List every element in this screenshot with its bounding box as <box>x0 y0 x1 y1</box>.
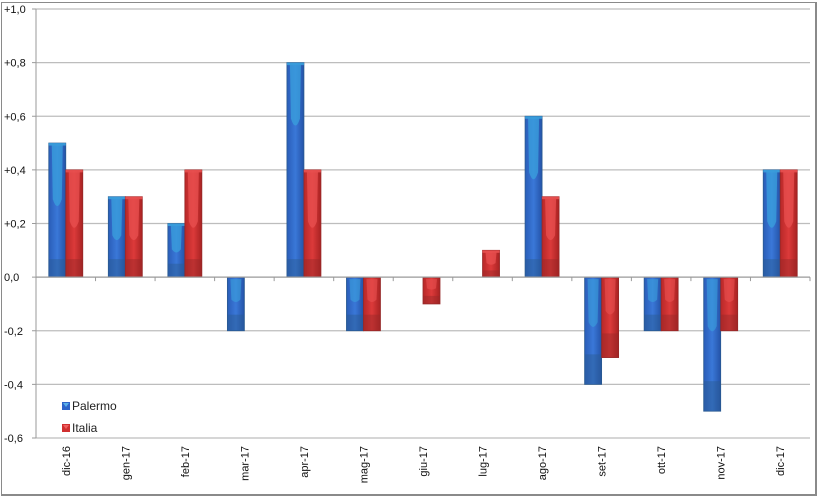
bars <box>48 62 798 412</box>
x-tick-label: set-17 <box>597 446 609 477</box>
bar-palermo-ago-17 <box>524 115 543 278</box>
bar-italia-dic-17 <box>779 169 798 278</box>
bar-italia-set-17 <box>601 276 620 358</box>
y-tick-label: +0,6 <box>4 111 26 123</box>
bar-italia-gen-17 <box>124 196 143 278</box>
y-tick-label: 0,0 <box>4 272 19 284</box>
x-tick-label: mar-17 <box>239 446 251 481</box>
bar-palermo-mag-17 <box>346 276 364 332</box>
x-tick-label: mag-17 <box>358 446 370 483</box>
legend-label: Italia <box>72 421 98 435</box>
legend-label: Palermo <box>72 399 117 413</box>
x-axis: dic-16 gen-17 feb-17 mar-17 apr-17 mag-17 giu-… <box>35 276 811 483</box>
legend-item-italia: Italia <box>62 421 98 435</box>
bar-palermo-feb-17 <box>167 223 186 278</box>
bar-italia-mag-17 <box>363 276 381 332</box>
x-tick-label: ago-17 <box>537 446 549 480</box>
bar-italia-nov-17 <box>720 276 739 332</box>
bar-italia-ott-17 <box>660 276 679 332</box>
y-tick-label: +0,8 <box>4 58 26 70</box>
x-tick-label: feb-17 <box>180 446 192 477</box>
x-tick-label: ott-17 <box>656 446 668 474</box>
bar-palermo-mar-17 <box>226 276 245 332</box>
y-tick-label: -0,2 <box>4 326 23 338</box>
bar-italia-ago-17 <box>541 196 560 278</box>
y-tick-label: +0,4 <box>4 165 26 177</box>
x-tick-label: dic-17 <box>775 446 787 476</box>
bar-palermo-set-17 <box>584 276 603 385</box>
bar-palermo-dic-17 <box>762 169 781 278</box>
legend-item-palermo: Palermo <box>62 399 117 413</box>
bar-italia-dic-16 <box>65 169 84 278</box>
bar-palermo-apr-17 <box>286 62 305 278</box>
x-tick-label: apr-17 <box>299 446 311 478</box>
legend: Palermo Italia <box>62 399 117 435</box>
y-tick-label: -0,4 <box>4 379 23 391</box>
bar-palermo-ott-17 <box>643 276 662 332</box>
bar-italia-feb-17 <box>184 169 203 278</box>
bar-palermo-gen-17 <box>107 196 126 278</box>
x-tick-label: lug-17 <box>478 446 490 477</box>
bar-palermo-nov-17 <box>703 276 722 412</box>
gridlines <box>36 8 810 439</box>
x-tick-label: dic-16 <box>61 446 73 476</box>
y-tick-label: +1,0 <box>4 4 26 16</box>
bar-italia-lug-17 <box>482 249 500 278</box>
bar-palermo-dic-16 <box>48 142 67 278</box>
x-tick-label: gen-17 <box>120 446 132 480</box>
x-tick-label: giu-17 <box>418 446 430 477</box>
y-tick-label: +0,2 <box>4 219 26 231</box>
y-tick-label: -0,6 <box>4 433 23 445</box>
bar-italia-giu-17 <box>422 276 441 305</box>
bar-italia-apr-17 <box>303 169 322 278</box>
y-axis: +1,0 +0,8 +0,6 +0,4 +0,2 0,0 -0,2 -0,4 -0,6 <box>4 4 37 445</box>
x-tick-label: nov-17 <box>716 446 728 480</box>
